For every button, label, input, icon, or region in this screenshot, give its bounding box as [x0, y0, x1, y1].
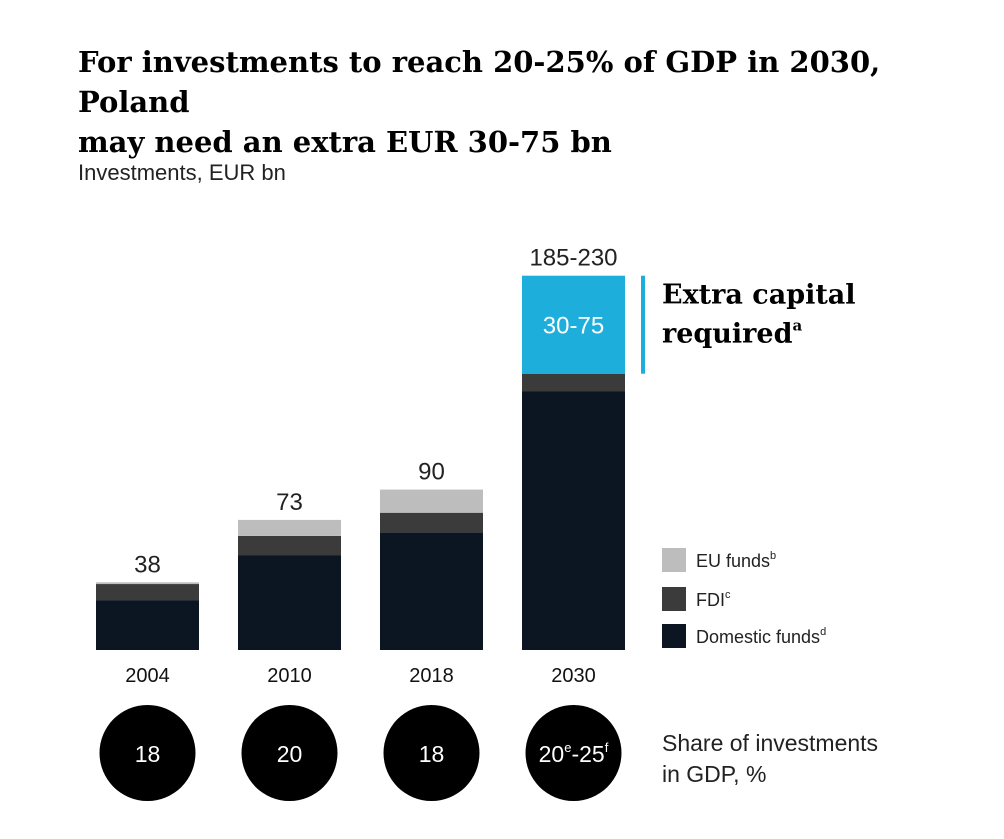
legend-label-fdi: FDIc — [696, 589, 731, 610]
bar-domestic-funds-2018 — [380, 532, 483, 650]
gdp-share-circle-2004 — [99, 705, 196, 801]
chart-title-line-2: may need an extra EUR 30-75 bn — [78, 125, 612, 159]
gdp-share-value-2004: 18 — [135, 741, 161, 767]
bar-fdi-2004 — [96, 584, 199, 600]
gdp-share-label-line-2: in GDP, % — [662, 761, 766, 787]
bar-domestic-funds-2004 — [96, 600, 199, 650]
bar-fdi-2010 — [238, 535, 341, 556]
gdp-share-value-2010: 20 — [277, 741, 303, 767]
bar-eu-funds-2018 — [380, 489, 483, 513]
extra-capital-bracket — [641, 275, 645, 374]
gdp-share-circle-2010 — [241, 705, 338, 801]
gdp-share-value-2030: 20e-25f — [539, 740, 609, 767]
annotation-line-2: requireda — [662, 317, 802, 350]
bar-domestic-funds-2010 — [238, 555, 341, 650]
legend-label-eu-funds: EU fundsb — [696, 550, 776, 571]
unit-label: Investments, EUR bn — [78, 160, 286, 185]
bar-eu-funds-2004 — [96, 582, 199, 585]
chart-title-line-1: For investments to reach 20-25% of GDP i… — [78, 45, 881, 119]
bar-fdi-2018 — [380, 512, 483, 533]
legend-swatch-fdi — [662, 587, 686, 611]
total-label-2018: 90 — [418, 459, 445, 486]
legend-swatch-eu-funds — [662, 548, 686, 572]
legend-swatch-domestic-funds — [662, 624, 686, 648]
legend-label-domestic-funds: Domestic fundsd — [696, 626, 826, 647]
extra-capital-value-label: 30-75 — [543, 313, 604, 340]
bar-extra-capital-required-2030 — [522, 275, 625, 374]
year-label-2018: 2018 — [409, 665, 454, 687]
chart-title: For investments to reach 20-25% of GDP i… — [78, 42, 978, 162]
year-label-2030: 2030 — [551, 665, 596, 687]
year-label-2004: 2004 — [125, 665, 170, 687]
total-label-2010: 73 — [276, 489, 303, 516]
bar-fdi-2030 — [522, 373, 625, 392]
total-label-2004: 38 — [134, 551, 161, 578]
gdp-share-circle-2030 — [525, 705, 622, 801]
bar-domestic-funds-2030 — [522, 391, 625, 650]
bar-eu-funds-2010 — [238, 519, 341, 536]
gdp-share-circle-2018 — [383, 705, 480, 801]
year-label-2010: 2010 — [267, 665, 312, 687]
gdp-share-label-line-1: Share of investments — [662, 730, 878, 756]
total-label-2030: 185-230 — [529, 245, 617, 272]
annotation-line-1: Extra capital — [662, 280, 856, 311]
gdp-share-value-2018: 18 — [419, 741, 445, 767]
